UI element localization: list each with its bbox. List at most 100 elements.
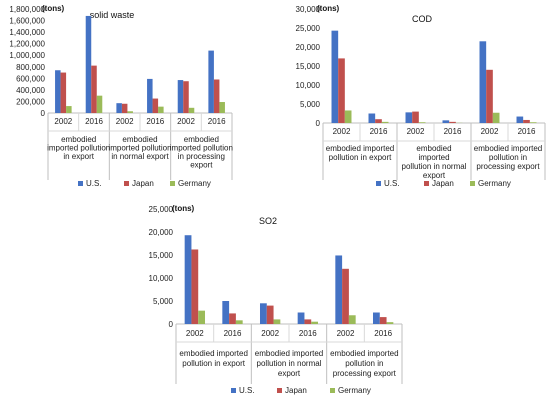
- bar-japan: [213, 79, 220, 113]
- bar-us: [368, 113, 376, 123]
- bar-japan: [60, 72, 67, 113]
- legend-swatch: [424, 181, 429, 186]
- legend-label: Japan: [132, 179, 154, 188]
- bar-us: [147, 78, 153, 113]
- bar-germany: [344, 110, 352, 123]
- y-tick-label: 1,600,000: [9, 17, 45, 26]
- bar-germany: [311, 321, 319, 324]
- x-tick-label: 2016: [518, 127, 536, 136]
- bar-japan: [191, 249, 199, 324]
- bar-us: [331, 30, 339, 123]
- group-label: pollution in: [345, 359, 383, 368]
- legend-label: Japan: [432, 179, 454, 188]
- bar-us: [372, 312, 380, 324]
- group-label: in processing: [178, 152, 225, 161]
- bar-germany: [529, 122, 537, 123]
- group-label: imported pollution: [170, 144, 233, 153]
- y-tick-label: 25,000: [296, 24, 321, 33]
- bar-us: [335, 255, 343, 324]
- y-tick-label: 800,000: [16, 63, 45, 72]
- legend-swatch: [330, 388, 335, 393]
- bar-japan: [523, 119, 530, 123]
- group-label: export: [278, 369, 301, 378]
- bar-japan: [342, 268, 349, 324]
- legend-label: U.S.: [384, 179, 400, 188]
- legend-swatch: [231, 388, 236, 393]
- bar-japan: [91, 65, 97, 113]
- bar-germany: [127, 111, 133, 113]
- chart-title: solid waste: [90, 10, 135, 20]
- x-tick-label: 2002: [116, 117, 134, 126]
- group-label: imported pollution: [47, 144, 110, 153]
- legend-label: Germany: [338, 386, 371, 395]
- bar-us: [116, 103, 122, 113]
- legend-swatch: [170, 181, 175, 186]
- bar-us: [259, 303, 267, 324]
- bar-japan: [152, 98, 159, 113]
- bar-us: [297, 312, 305, 324]
- y-tick-label: 1,200,000: [9, 40, 45, 49]
- group-label: embodied: [416, 144, 451, 153]
- chart-1: (tons) COD 0 5,000 10,000 15,000 20,000 25,000 3…: [296, 4, 546, 188]
- y-tick-label: 0: [316, 119, 321, 128]
- bar-germany: [386, 322, 394, 324]
- group-label: processing export: [333, 369, 397, 378]
- bar-us: [85, 15, 92, 113]
- y-tick-label: 0: [41, 109, 46, 118]
- bar-japan: [486, 69, 493, 123]
- group-label: imported: [418, 153, 449, 162]
- y-tick-label: 600,000: [16, 74, 45, 83]
- bar-japan: [338, 58, 345, 123]
- y-tick-label: 10,000: [149, 274, 174, 283]
- group-label: embodied: [122, 135, 157, 144]
- bar-germany: [219, 102, 225, 113]
- unit-label: (tons): [42, 4, 65, 13]
- group-label: in normal export: [111, 152, 169, 161]
- chart-title: SO2: [259, 216, 277, 226]
- group-label: imported pollution: [108, 144, 171, 153]
- y-tick-label: 20,000: [149, 228, 174, 237]
- bar-germany: [66, 106, 72, 113]
- bar-us: [208, 50, 214, 113]
- x-tick-label: 2002: [186, 329, 204, 338]
- bar-japan: [304, 319, 312, 324]
- bar-germany: [235, 320, 243, 324]
- bar-japan: [375, 119, 382, 123]
- group-label: export: [190, 161, 213, 170]
- x-tick-label: 2016: [208, 117, 226, 126]
- bar-japan: [121, 103, 128, 113]
- x-tick-label: 2016: [85, 117, 103, 126]
- bar-germany: [348, 315, 356, 324]
- x-tick-label: 2016: [146, 117, 164, 126]
- bar-us: [442, 120, 450, 123]
- group-label: processing export: [476, 162, 540, 171]
- group-label: export: [423, 171, 446, 180]
- group-label: pollution in normal: [402, 162, 467, 171]
- bar-germany: [273, 319, 281, 324]
- x-tick-label: 2016: [444, 127, 462, 136]
- group-label: pollution in: [489, 153, 527, 162]
- legend-swatch: [376, 181, 381, 186]
- group-label: embodied imported: [326, 144, 394, 153]
- group-label: embodied imported: [474, 144, 542, 153]
- bar-germany: [418, 122, 426, 123]
- y-tick-label: 30,000: [296, 5, 321, 14]
- group-label: embodied imported: [330, 349, 398, 358]
- bar-japan: [449, 121, 456, 123]
- bar-us: [479, 41, 487, 123]
- x-tick-label: 2002: [337, 329, 355, 338]
- unit-label: (tons): [172, 204, 195, 213]
- x-tick-label: 2016: [224, 329, 242, 338]
- group-label: embodied imported: [179, 349, 247, 358]
- bar-germany: [96, 95, 103, 113]
- x-tick-label: 2002: [177, 117, 195, 126]
- x-tick-label: 2002: [54, 117, 72, 126]
- x-tick-label: 2016: [299, 329, 317, 338]
- x-tick-label: 2002: [481, 127, 499, 136]
- group-label: embodied: [61, 135, 96, 144]
- bar-germany: [158, 106, 164, 113]
- bar-japan: [183, 81, 189, 113]
- y-tick-label: 200,000: [16, 97, 45, 106]
- legend-swatch: [277, 388, 282, 393]
- bar-germany: [492, 112, 500, 123]
